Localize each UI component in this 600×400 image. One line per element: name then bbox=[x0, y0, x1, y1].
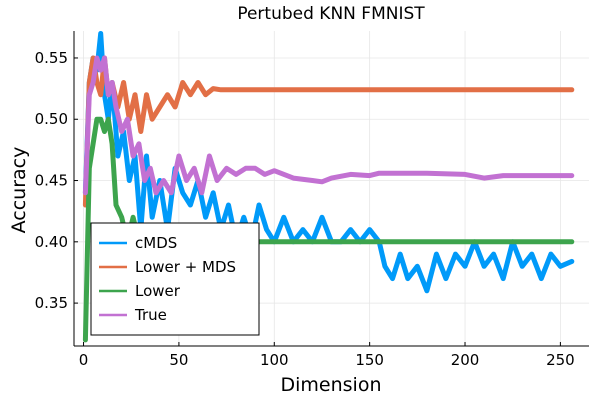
y-axis-label: Accuracy bbox=[8, 147, 30, 234]
y-tick-label: 0.55 bbox=[35, 49, 68, 67]
y-tick-label: 0.50 bbox=[35, 110, 68, 128]
x-tick-label: 200 bbox=[451, 351, 480, 369]
legend: cMDS Lower + MDS Lower True bbox=[90, 222, 260, 336]
x-axis-label: Dimension bbox=[281, 374, 382, 396]
series-line-cmds bbox=[82, 31, 575, 294]
y-tick-label: 0.45 bbox=[35, 172, 68, 190]
axes bbox=[73, 31, 589, 347]
x-tick-label: 100 bbox=[260, 351, 289, 369]
legend-label-cmds: cMDS bbox=[135, 234, 177, 252]
x-tick-label: 0 bbox=[79, 351, 89, 369]
y-tick-label: 0.40 bbox=[35, 233, 68, 251]
x-tick-label: 150 bbox=[355, 351, 384, 369]
y-tick-label: 0.35 bbox=[35, 294, 68, 312]
chart-title: Pertubed KNN FMNIST bbox=[237, 4, 425, 24]
ticks: 0 50 100 150 200 250 0.35 0.40 0.45 0.50 0.55 bbox=[35, 49, 575, 369]
legend-label-lower: Lower bbox=[135, 282, 181, 300]
legend-label-lower-mds: Lower + MDS bbox=[135, 258, 236, 276]
legend-label-true: True bbox=[134, 306, 167, 324]
series-line-true bbox=[82, 55, 575, 196]
x-tick-label: 250 bbox=[546, 351, 575, 369]
legend-box bbox=[90, 222, 260, 336]
x-tick-label: 50 bbox=[169, 351, 188, 369]
